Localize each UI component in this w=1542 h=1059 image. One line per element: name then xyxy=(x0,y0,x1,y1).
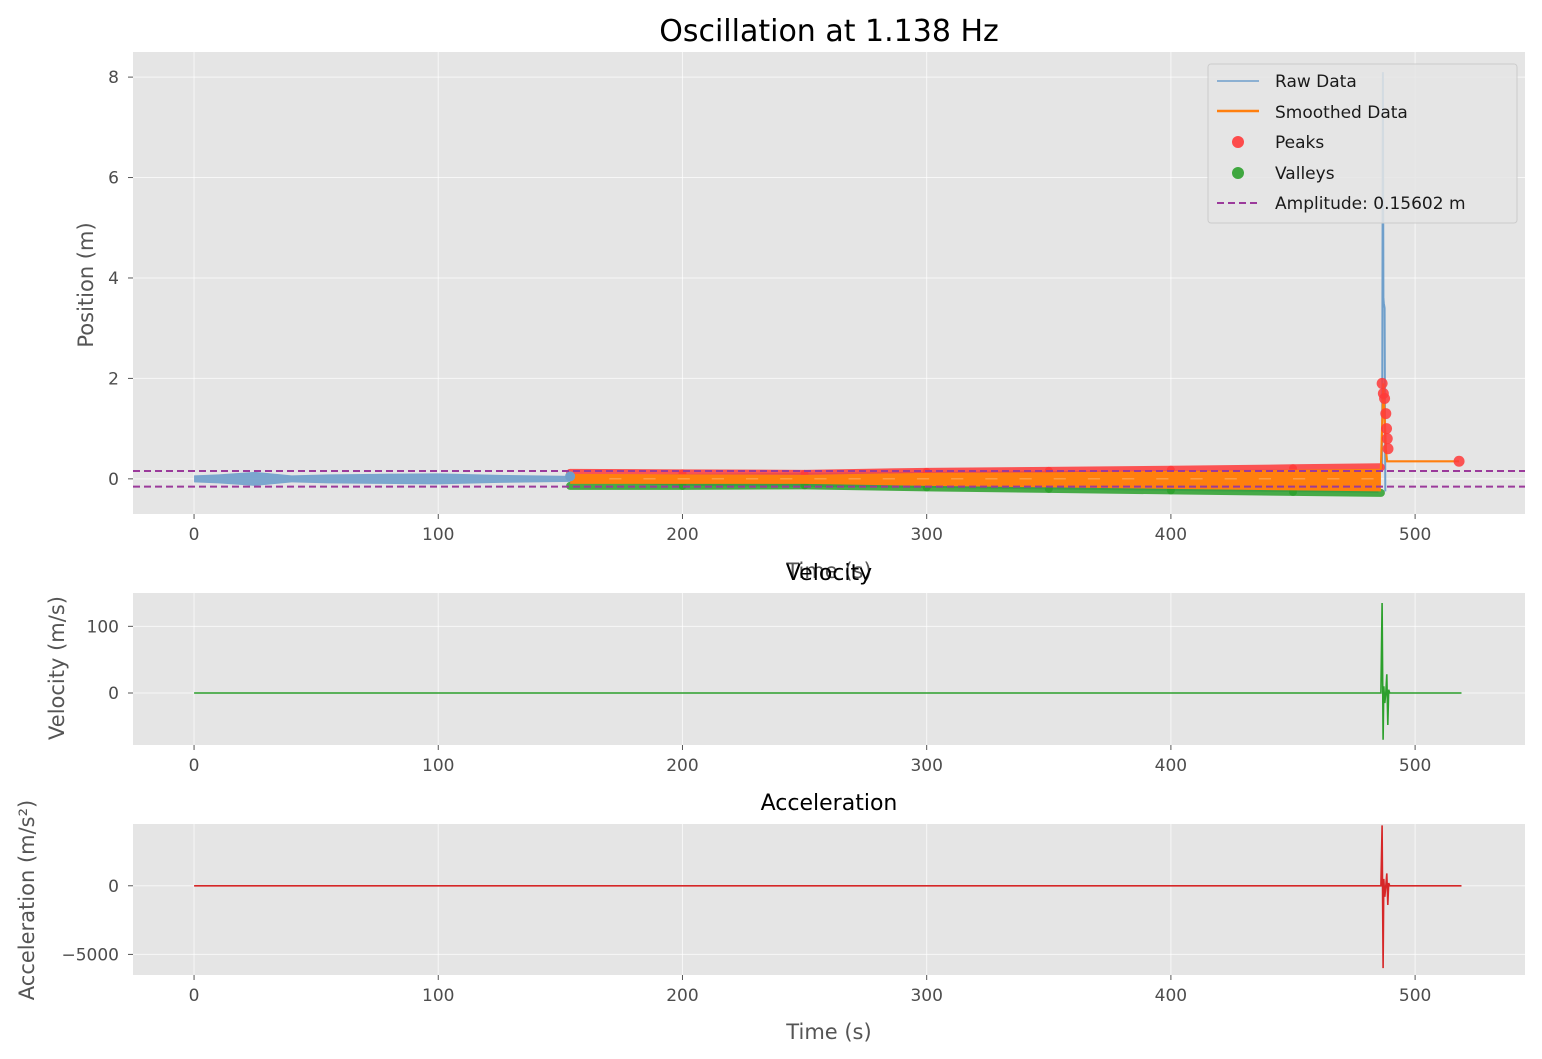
velocity-title: Velocity xyxy=(786,561,872,586)
position-y-tick-label: 2 xyxy=(108,369,119,389)
velocity-y-axis-label: Velocity (m/s) xyxy=(45,596,69,740)
acceleration-y-axis-label: Acceleration (m/s²) xyxy=(15,800,39,1000)
position-y-tick-label: 6 xyxy=(108,169,119,189)
acceleration-x-axis-label: Time (s) xyxy=(785,1020,871,1044)
peak-point xyxy=(1381,423,1393,435)
velocity-panel: 0 100 200 300 400 500 0 100 xyxy=(87,593,1525,776)
velocity-x-tick-label: 200 xyxy=(666,756,698,776)
acceleration-y-tick-label: 0 xyxy=(108,877,119,897)
peaks-marker-run xyxy=(1289,463,1385,473)
legend-valleys-label: Valleys xyxy=(1275,164,1335,184)
position-x-axis-label: Time (s) xyxy=(785,559,871,583)
peak-point xyxy=(1381,433,1393,445)
velocity-x-tick-label: 0 xyxy=(189,756,200,776)
acceleration-series-group xyxy=(194,825,1462,969)
peak-point xyxy=(1453,455,1465,467)
acceleration-line xyxy=(194,825,1462,969)
acceleration-x-tick-label: 300 xyxy=(910,986,942,1006)
velocity-plot-area xyxy=(133,593,1525,745)
position-x-tick-label: 400 xyxy=(1155,525,1187,545)
position-title: Oscillation at 1.138 Hz xyxy=(659,14,999,49)
position-y-axis-label: Position (m) xyxy=(74,222,98,347)
position-x-tick-label: 200 xyxy=(666,525,698,545)
acceleration-title: Acceleration xyxy=(761,791,898,816)
position-x-tick-label: 300 xyxy=(910,525,942,545)
position-x-tick-label: 0 xyxy=(189,525,200,545)
velocity-y-tick-label: 100 xyxy=(87,617,119,637)
acceleration-x-tick-label: 200 xyxy=(666,986,698,1006)
position-x-tick-label: 100 xyxy=(422,525,454,545)
acceleration-y-tick-label: −5000 xyxy=(61,945,119,965)
acceleration-x-tick-label: 100 xyxy=(422,986,454,1006)
velocity-y-tick-label: 0 xyxy=(108,684,119,704)
position-y-tick-label: 4 xyxy=(108,269,119,289)
peaks-marker-run xyxy=(800,467,931,478)
acceleration-panel: 0 100 200 300 400 500 −5000 0 xyxy=(61,824,1525,1006)
legend-raw-label: Raw Data xyxy=(1275,72,1357,92)
raw-data-start-marker xyxy=(565,471,576,482)
valleys-marker-run xyxy=(1289,487,1385,497)
peak-point xyxy=(1376,377,1388,389)
velocity-series-group xyxy=(194,602,1462,740)
valleys-marker-run xyxy=(1044,484,1175,495)
position-y-tick-label: 0 xyxy=(108,470,119,490)
acceleration-x-tick-label: 400 xyxy=(1155,986,1187,1006)
peaks-marker-run xyxy=(1166,464,1297,474)
peak-point xyxy=(1380,408,1392,420)
velocity-x-tick-label: 500 xyxy=(1399,756,1431,776)
legend: Raw Data Smoothed Data Peaks Valleys Amp… xyxy=(1207,63,1518,224)
legend-amplitude-label: Amplitude: 0.15602 m xyxy=(1275,194,1466,214)
legend-box xyxy=(1207,63,1518,224)
peaks-marker-run xyxy=(678,469,809,478)
peak-point xyxy=(1382,443,1394,455)
velocity-x-tick-label: 400 xyxy=(1155,756,1187,776)
valleys-marker-run xyxy=(1166,486,1297,496)
velocity-line xyxy=(194,602,1462,740)
legend-peaks-marker xyxy=(1232,136,1244,148)
acceleration-x-tick-label: 0 xyxy=(189,986,200,1006)
valleys-marker-run xyxy=(678,481,809,490)
acceleration-x-tick-label: 500 xyxy=(1399,986,1431,1006)
acceleration-plot-area xyxy=(133,824,1525,975)
peaks-marker-run xyxy=(566,468,687,478)
legend-smoothed-label: Smoothed Data xyxy=(1275,103,1408,123)
legend-peaks-label: Peaks xyxy=(1275,133,1324,153)
legend-valleys-marker xyxy=(1232,167,1244,179)
peaks-marker-run xyxy=(1044,465,1175,475)
peak-point xyxy=(1379,393,1391,404)
position-y-tick-label: 8 xyxy=(108,68,119,88)
velocity-x-tick-label: 100 xyxy=(422,756,454,776)
position-series-group xyxy=(133,72,1525,497)
velocity-x-tick-label: 300 xyxy=(910,756,942,776)
position-x-tick-label: 500 xyxy=(1399,525,1431,545)
